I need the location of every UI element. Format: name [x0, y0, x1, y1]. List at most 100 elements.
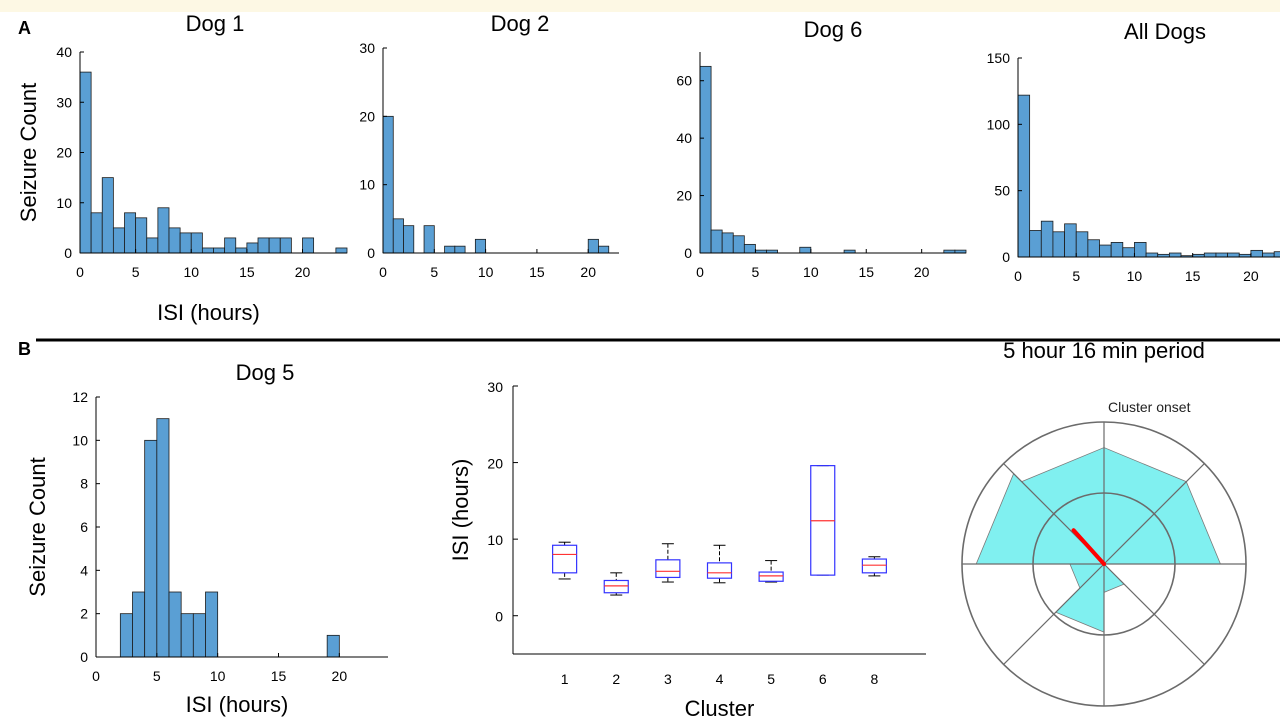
x-tick-label-2-1: 5: [752, 264, 760, 280]
x-tick-label-1-0: 0: [379, 264, 387, 280]
box-y-tick-label-2: 20: [487, 456, 503, 472]
x-tick-label-3-3: 15: [1185, 268, 1201, 284]
x-tick-label-4-4: 20: [332, 668, 348, 684]
hist-bar-3-7: [1099, 244, 1112, 258]
hist-bar-0-0: [79, 71, 92, 254]
x-tick-label-0-4: 20: [295, 264, 311, 280]
hist-bar-1-6: [444, 245, 456, 254]
top-band: [0, 0, 1280, 12]
y-tick-label-4-0: 0: [80, 649, 88, 665]
hist-bar-0-2: [101, 177, 114, 254]
rose-sector-3: [1103, 563, 1125, 593]
hist-bar-0-14: [235, 247, 248, 254]
hist-bar-3-4: [1064, 223, 1077, 258]
hist-bar-4-6: [192, 613, 206, 658]
hist-bar-0-9: [179, 232, 192, 254]
hist-bar-0-1: [90, 212, 103, 254]
hist-bar-0-10: [190, 232, 203, 254]
x-tick-label-0-2: 10: [183, 264, 199, 280]
x-tick-label-3-4: 20: [1243, 268, 1259, 284]
hist-bar-4-1: [132, 591, 146, 658]
polar-mean-vector: [1071, 528, 1106, 566]
hist-bar-2-1: [710, 229, 723, 254]
x-tick-label-4-1: 5: [153, 668, 161, 684]
y-tick-label-2-3: 60: [676, 73, 692, 89]
y-tick-label-4-4: 8: [80, 476, 88, 492]
x-tick-label-2-4: 20: [914, 264, 930, 280]
box-category-label-2: 3: [664, 671, 672, 687]
hist-bar-3-13: [1168, 252, 1182, 258]
hist-bar-0-13: [224, 237, 237, 254]
y-axis-title-4: Seizure Count: [25, 457, 50, 596]
hist-bar-1-7: [454, 245, 466, 254]
hist-bar-3-22: [1273, 251, 1280, 258]
y-tick-label-3-2: 100: [987, 116, 1011, 132]
hist-bar-3-9: [1122, 247, 1135, 258]
x-tick-label-0-1: 5: [132, 264, 140, 280]
hist-bar-3-20: [1250, 249, 1263, 258]
hist-bar-4-5: [180, 613, 194, 658]
hist-bar-1-4: [423, 225, 435, 254]
hist-bar-0-8: [168, 227, 181, 254]
y-tick-label-4-6: 12: [72, 389, 88, 405]
hist-bar-0-7: [157, 207, 170, 254]
x-tick-label-1-3: 15: [529, 264, 545, 280]
polar-title: 5 hour 16 min period: [1003, 338, 1205, 363]
x-tick-label-0-0: 0: [76, 264, 84, 280]
hist-bar-4-7: [205, 591, 219, 658]
chart-title-2: Dog 6: [804, 17, 863, 42]
hist-bar-1-2: [403, 225, 415, 254]
polar-spoke-1: [1103, 463, 1205, 565]
x-tick-label-2-2: 10: [803, 264, 819, 280]
y-tick-label-0-2: 20: [56, 145, 72, 161]
hist-bar-0-5: [135, 217, 148, 254]
box-2: [655, 559, 681, 579]
hist-bar-4-3: [156, 418, 170, 658]
x-tick-label-4-2: 10: [210, 668, 226, 684]
box-category-label-3: 4: [716, 671, 724, 687]
chart-title-4: Dog 5: [236, 360, 295, 385]
box-category-label-0: 1: [561, 671, 569, 687]
box-1: [603, 579, 629, 594]
x-axis-title-4: ISI (hours): [186, 692, 289, 717]
box-category-label-4: 5: [767, 671, 775, 687]
y-tick-label-0-1: 10: [56, 195, 72, 211]
hist-bar-0-12: [213, 247, 226, 254]
hist-bar-2-3: [732, 235, 745, 254]
hist-bar-1-9: [474, 238, 487, 254]
hist-bar-2-9: [799, 246, 812, 254]
hist-bar-0-11: [201, 247, 214, 254]
y-tick-label-0-0: 0: [64, 245, 72, 261]
y-tick-label-0-4: 40: [56, 44, 72, 60]
panel-letter-a: A: [18, 18, 31, 38]
box-x-axis-title: Cluster: [685, 696, 755, 718]
box-category-label-5: 6: [819, 671, 827, 687]
hist-bar-3-18: [1227, 252, 1240, 258]
y-tick-label-0-3: 30: [56, 94, 72, 110]
hist-bar-3-1: [1029, 230, 1042, 258]
box-3: [706, 562, 733, 579]
polar-spoke-3: [1103, 563, 1205, 665]
hist-bar-3-2: [1040, 220, 1054, 258]
x-tick-label-3-0: 0: [1014, 268, 1022, 284]
y-tick-label-3-0: 0: [1002, 249, 1010, 265]
y-tick-label-2-0: 0: [684, 245, 692, 261]
hist-bar-3-5: [1075, 231, 1089, 258]
hist-bar-3-16: [1203, 252, 1217, 258]
chart-title-0: Dog 1: [186, 11, 245, 36]
box-6: [861, 558, 887, 574]
box-y-tick-label-0: 0: [495, 609, 503, 625]
y-tick-label-4-1: 2: [80, 606, 88, 622]
hist-bar-1-21: [598, 245, 610, 254]
hist-bar-2-2: [721, 232, 734, 254]
box-category-label-1: 2: [612, 671, 620, 687]
x-tick-label-2-3: 15: [858, 264, 874, 280]
box-y-axis-title: ISI (hours): [448, 459, 473, 562]
hist-bar-3-11: [1145, 252, 1159, 258]
y-tick-label-2-1: 20: [676, 188, 692, 204]
hist-bar-0-3: [112, 227, 125, 254]
chart-title-1: Dog 2: [491, 11, 550, 36]
y-tick-label-4-2: 4: [80, 562, 88, 578]
hist-bar-4-0: [119, 613, 133, 658]
